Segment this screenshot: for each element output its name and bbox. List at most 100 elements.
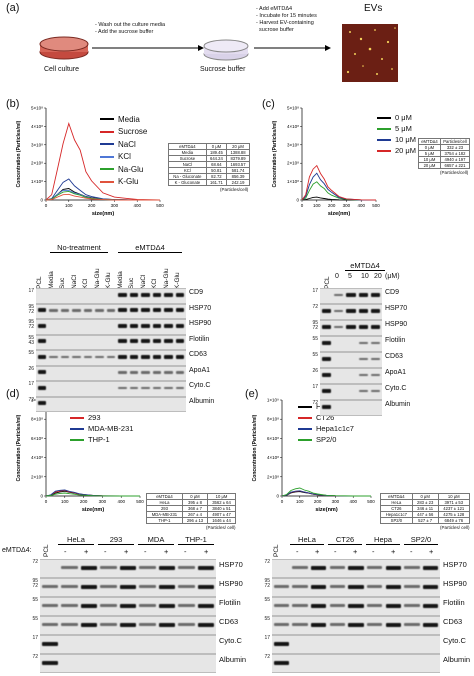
blot-band <box>83 309 93 312</box>
x-tick-label: 200 <box>88 203 96 208</box>
mw-marker: 26 <box>312 368 318 374</box>
table-cell: 6849 ± 76 <box>437 517 471 524</box>
blot-band <box>100 623 117 626</box>
chart-e: 0 2×10⁸ 4×10⁸ 6×10⁸ 8×10⁸ 1×10⁹ 0 100 200 300 400 5… <box>252 398 375 514</box>
legend-swatch <box>100 168 114 171</box>
blot-band <box>329 604 346 607</box>
table-header-cell: Particles/cell <box>439 138 471 145</box>
blot-band <box>358 373 369 377</box>
series-line-sucrose <box>45 122 161 201</box>
group-label: HeLa <box>58 535 94 545</box>
lane-label: Media <box>47 271 55 289</box>
legend-item: 293 <box>70 412 133 423</box>
blot-band <box>164 339 173 344</box>
mw-marker: 95 <box>264 578 270 584</box>
blot-row-cd9 <box>36 288 186 304</box>
blot-band <box>197 584 215 589</box>
blot-band <box>100 566 117 569</box>
table-row: MDA-MB-231 267 ± 4 4907 ± 47 <box>146 511 236 518</box>
x-axis-label: size(nm) <box>328 211 350 217</box>
treatment-sign: - <box>64 547 67 556</box>
blot-band <box>371 373 381 377</box>
group-label: HeLa <box>290 535 324 545</box>
table-unit: (Particles/ cell) <box>440 525 470 530</box>
blot-band <box>366 604 383 607</box>
legend-swatch <box>100 180 114 183</box>
x-tick-label: 0 <box>45 203 48 208</box>
blot-band <box>385 622 402 627</box>
blot-band <box>321 309 331 313</box>
mw-marker: 17 <box>28 381 34 387</box>
blot-band <box>80 622 98 627</box>
blot-band <box>178 585 195 588</box>
x-tick-label: 400 <box>349 499 357 504</box>
blot-band <box>164 308 173 313</box>
treatment-sign: - <box>334 547 337 556</box>
blot-row-label: CD63 <box>385 353 403 360</box>
legend-item: CT26 <box>298 412 354 423</box>
mw-marker: 43 <box>28 339 34 346</box>
legend-label: Na-Glu <box>118 164 144 174</box>
mw-marker: 72 <box>264 654 270 660</box>
legend-label: MDA-MB-231 <box>88 424 134 433</box>
blot-band <box>197 565 215 570</box>
blot-band <box>141 292 150 297</box>
y-tick-label: 4×10⁸ <box>31 455 43 460</box>
legend-swatch <box>100 143 114 146</box>
blot-band <box>366 566 383 569</box>
blot-band <box>158 603 176 608</box>
blot-band <box>118 308 127 313</box>
blot-band <box>106 309 116 312</box>
blot-band <box>37 308 47 313</box>
series-line-thp-1 <box>45 492 140 497</box>
mw-marker: 72 <box>28 396 34 403</box>
blot-band <box>321 325 331 329</box>
blot-band <box>404 623 420 626</box>
lane-label-pcl: PCL <box>43 544 50 557</box>
blot-row-cyto-c <box>40 635 216 654</box>
series-line-k-glu <box>45 193 160 201</box>
mw-marker: 55 <box>264 597 270 603</box>
y-axis-label: Concentration (Particles/ml) <box>252 414 258 481</box>
y-tick-label: 3×10⁸ <box>287 142 299 147</box>
blot-band <box>95 355 104 358</box>
y-tick-label: 4×10⁸ <box>287 124 299 129</box>
blot-band <box>37 323 47 328</box>
blot-band <box>37 339 47 344</box>
blot-band <box>106 355 116 358</box>
blot-band <box>152 354 162 359</box>
blot-band <box>348 584 364 589</box>
series-line-sp2-0 <box>281 487 371 497</box>
blot-band <box>37 385 47 390</box>
blot-band <box>371 309 381 313</box>
legend-label: Media <box>118 114 140 124</box>
blot-band <box>348 622 364 627</box>
y-tick-label: 1×10⁹ <box>267 398 279 403</box>
legend-label: 5 μM <box>395 124 412 133</box>
blot-band <box>152 323 162 328</box>
blot-band <box>164 292 173 297</box>
mw-marker: 55 <box>28 334 34 341</box>
y-tick-label: 0 <box>40 494 43 499</box>
table-cell: MDA-MB-231 <box>146 511 183 518</box>
blot-band <box>72 355 81 358</box>
blot-band <box>158 622 176 627</box>
step2-note-3: - Harvest EV-containing <box>256 20 314 26</box>
group-label-emtd: eMTDΔ4 <box>118 243 182 253</box>
table-row: CT26 346 ± 11 4237 ± 121 <box>380 505 471 512</box>
blot-band <box>152 371 162 374</box>
step2-note-1: - Add eMTDΔ4 <box>256 6 293 12</box>
x-tick-label: 100 <box>296 499 304 504</box>
blot-band <box>72 309 81 312</box>
legend-item: Hepa1c1c7 <box>298 423 354 434</box>
step2-label: Sucrose buffer <box>200 66 246 73</box>
group-label: MDA <box>138 535 174 545</box>
legend-label: 293 <box>88 413 101 422</box>
panel-d-letter: (d) <box>6 388 20 400</box>
blot-row-label: Albumin <box>385 401 411 408</box>
blot-band <box>118 292 127 297</box>
blot-band <box>273 604 290 607</box>
lane-label: NaCl <box>70 274 78 289</box>
blot-row-label: CD9 <box>385 289 400 296</box>
mw-marker: 17 <box>312 288 318 294</box>
